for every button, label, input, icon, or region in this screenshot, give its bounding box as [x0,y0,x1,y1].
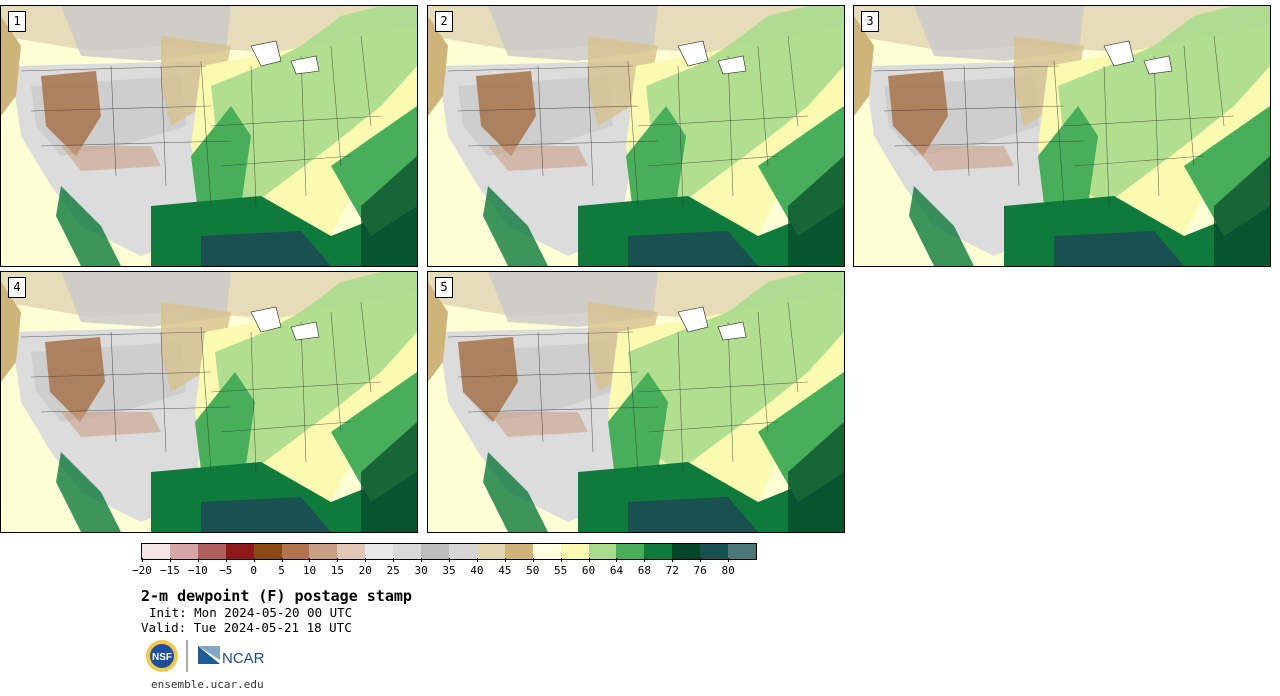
colorbar-tick-label: 50 [526,564,540,577]
colorbar-segment [476,544,505,559]
colorbar-tick [700,558,702,562]
colorbar-segment [448,544,477,559]
colorbar-tick-label: −15 [159,564,180,577]
footer-url: ensemble.ucar.edu [151,678,264,691]
forecast-panel-1[interactable]: 1 [0,5,418,267]
colorbar-tick [309,558,311,562]
ncar-logo-text: NCAR [222,650,265,667]
colorbar-tick [449,558,450,562]
colorbar-tick-label: −5 [219,564,233,577]
forecast-panel-3[interactable]: 3 [853,5,1271,267]
colorbar-tick [142,558,143,562]
ncar-logo-icon: NCAR [198,646,265,667]
colorbar-tick-label: 35 [442,564,456,577]
forecast-panel-4[interactable]: 4 [0,271,418,533]
dewpoint-map [428,272,844,532]
colorbar-segment [225,544,254,559]
nsf-logo-icon: NSF [146,640,178,672]
member-number-label: 1 [8,11,26,32]
member-number-label: 3 [861,11,879,32]
colorbar-segment [616,544,645,559]
colorbar-tick [560,558,562,562]
dewpoint-map [854,6,1270,266]
colorbar-tick-label: 72 [665,564,679,577]
colorbar-tick [169,558,171,562]
colorbar-segment [365,544,394,559]
colorbar-tick-label: 15 [330,564,344,577]
colorbar-tick [672,558,674,562]
colorbar-tick [421,558,423,562]
nsf-logo-text: NSF [152,652,172,663]
forecast-panel-5[interactable]: 5 [427,271,845,533]
colorbar-tick-label: 40 [470,564,484,577]
colorbar-tick-label: 68 [637,564,651,577]
colorbar-segment [532,544,561,559]
forecast-panel-2[interactable]: 2 [427,5,845,267]
colorbar-segment [644,544,673,559]
colorbar-segment [560,544,589,559]
colorbar-tick [393,558,395,562]
colorbar-segment [281,544,310,559]
colorbar-segment [728,544,756,559]
colorbar-tick [728,558,730,562]
colorbar-tick-label: 76 [693,564,707,577]
dewpoint-map [1,6,417,266]
colorbar-segment [337,544,366,559]
colorbar-tick-label: 20 [358,564,372,577]
logos: NSF NCAR [146,640,265,672]
colorbar-tick-label: 45 [498,564,512,577]
colorbar-segment [253,544,282,559]
member-number-label: 5 [435,277,453,298]
colorbar-segment [700,544,729,559]
colorbar-segment [588,544,617,559]
colorbar [141,543,757,560]
dewpoint-map [428,6,844,266]
colorbar-tick [337,558,339,562]
colorbar-tick [532,558,534,562]
colorbar-tick-label: 55 [554,564,568,577]
colorbar-tick [476,558,478,562]
colorbar-segment [142,544,170,559]
colorbar-tick [225,558,227,562]
colorbar-tick-label: 5 [278,564,285,577]
colorbar-tick-label: −10 [187,564,208,577]
colorbar-tick [197,558,199,562]
colorbar-segment [504,544,533,559]
colorbar-segment [393,544,422,559]
colorbar-tick [616,558,618,562]
colorbar-segment [672,544,701,559]
dewpoint-map [1,272,417,532]
colorbar-segment [421,544,449,559]
colorbar-tick [281,558,283,562]
colorbar-tick-label: 60 [581,564,596,577]
colorbar-tick-label: 30 [414,564,428,577]
colorbar-tick-label: 10 [302,564,317,577]
colorbar-tick-label: 64 [609,564,624,577]
valid-time: Valid: Tue 2024-05-21 18 UTC [141,620,352,635]
colorbar-tick [588,558,590,562]
colorbar-segment [197,544,226,559]
colorbar-tick-label: 80 [721,564,735,577]
init-time: Init: Mon 2024-05-20 00 UTC [149,605,353,620]
colorbar-tick [644,558,646,562]
colorbar-tick-label: 0 [250,564,257,577]
member-number-label: 2 [435,11,453,32]
plot-title: 2-m dewpoint (F) postage stamp [141,587,412,605]
colorbar-segment [169,544,198,559]
colorbar-tick [365,558,367,562]
colorbar-tick-label: 25 [386,564,400,577]
colorbar-tick [253,558,255,562]
member-number-label: 4 [8,277,26,298]
colorbar-segment [309,544,338,559]
colorbar-tick-label: −20 [132,564,152,577]
colorbar-ticks: −20 −15 −10 −5 0 5 10 15 20 25 30 35 40 45 50 55 60 64 68 7… [132,558,757,578]
colorbar-tick [504,558,506,562]
